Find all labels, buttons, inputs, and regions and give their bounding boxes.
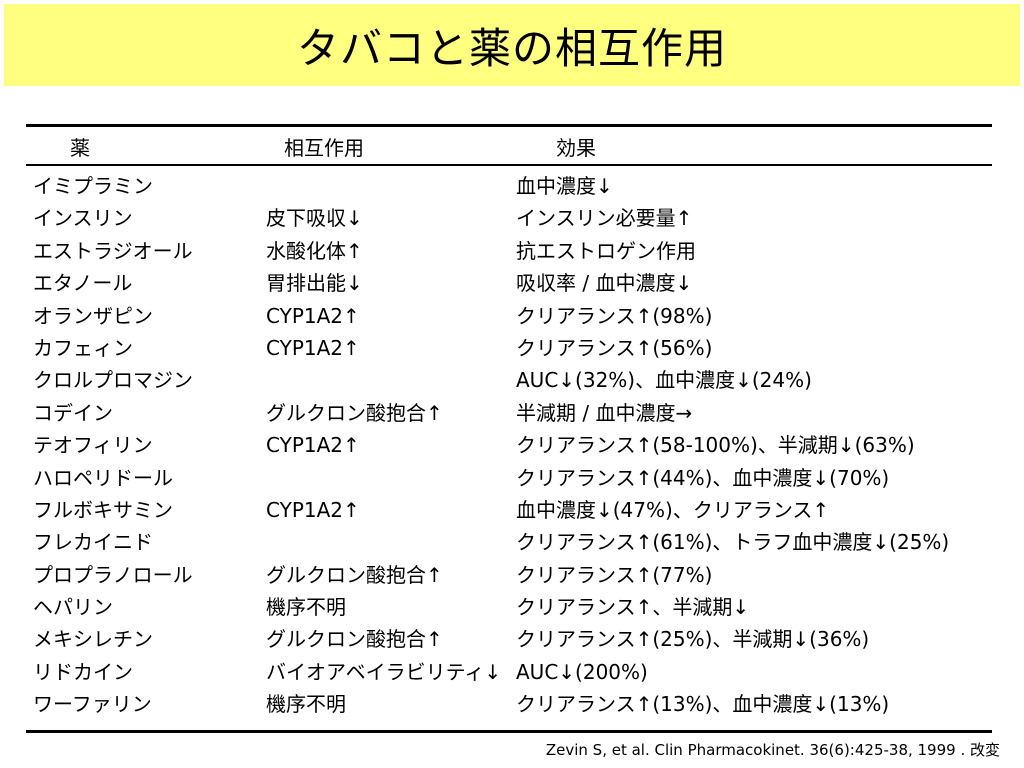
effect-cell: AUC↓(200%)	[516, 659, 648, 684]
effect-cell: クリアランス↑(77%)	[516, 562, 713, 587]
drug-cell: イミプラミン	[33, 174, 153, 198]
interaction-cell: グルクロン酸抱合↑	[266, 627, 443, 652]
effect-cell: クリアランス↑(44%)、血中濃度↓(70%)	[516, 465, 890, 490]
table-row: ハロペリドール クリアランス↑(44%)、血中濃度↓(70%)	[0, 462, 1024, 494]
table-row: プロプラノロール グルクロン酸抱合↑ クリアランス↑(77%)	[0, 559, 1024, 591]
effect-cell: 抗エストロゲン作用	[516, 238, 696, 263]
drug-cell: エストラジオール	[33, 238, 193, 263]
drug-cell: インスリン	[33, 206, 133, 231]
table-row: テオフィリン CYP1A2↑ クリアランス↑(58-100%)、半減期↓(63%…	[0, 429, 1024, 461]
table-row: オランザピン CYP1A2↑ クリアランス↑(98%)	[0, 300, 1024, 332]
interaction-cell: CYP1A2↑	[266, 433, 360, 458]
effect-cell: 血中濃度↓	[516, 174, 613, 198]
title-banner: タバコと薬の相互作用	[4, 4, 1020, 86]
effect-cell: 吸収率 / 血中濃度↓	[516, 271, 693, 296]
effect-cell: インスリン必要量↑	[516, 206, 693, 231]
interaction-cell: CYP1A2↑	[266, 303, 360, 328]
table-row: クロルプロマジン AUC↓(32%)、血中濃度↓(24%)	[0, 364, 1024, 396]
drug-cell: ハロペリドール	[33, 465, 173, 490]
table-row: ワーファリン 機序不明 クリアランス↑(13%)、血中濃度↓(13%)	[0, 688, 1024, 720]
drug-cell: オランザピン	[33, 303, 153, 328]
table-row: フルボキサミン CYP1A2↑ 血中濃度↓(47%)、クリアランス↑	[0, 494, 1024, 526]
interaction-cell: 機序不明	[266, 692, 346, 717]
effect-cell: AUC↓(32%)、血中濃度↓(24%)	[516, 368, 812, 393]
interaction-cell: グルクロン酸抱合↑	[266, 400, 443, 425]
interaction-cell: バイオアベイラビリティ↓	[266, 659, 502, 684]
table-row: リドカイン バイオアベイラビリティ↓ AUC↓(200%)	[0, 656, 1024, 688]
drug-cell: テオフィリン	[33, 433, 153, 458]
table-row: インスリン 皮下吸収↓ インスリン必要量↑	[0, 202, 1024, 234]
drug-cell: ヘパリン	[33, 595, 113, 620]
interaction-table-body: イミプラミン 血中濃度↓ インスリン 皮下吸収↓ インスリン必要量↑ エストラジ…	[0, 170, 1024, 721]
table-row: メキシレチン グルクロン酸抱合↑ クリアランス↑(25%)、半減期↓(36%)	[0, 623, 1024, 655]
drug-cell: フルボキサミン	[33, 497, 173, 522]
interaction-cell: 機序不明	[266, 595, 346, 620]
header-effect: 効果	[556, 136, 596, 160]
table-top-rule	[26, 124, 992, 127]
table-row: ヘパリン 機序不明 クリアランス↑、半減期↓	[0, 591, 1024, 623]
interaction-cell: 水酸化体↑	[266, 238, 363, 263]
effect-cell: クリアランス↑(13%)、血中濃度↓(13%)	[516, 692, 890, 717]
source-citation: Zevin S, et al. Clin Pharmacokinet. 36(6…	[545, 741, 1000, 759]
table-row: イミプラミン 血中濃度↓	[0, 170, 1024, 202]
table-row: フレカイニド クリアランス↑(61%)、トラフ血中濃度↓(25%)	[0, 526, 1024, 558]
interaction-cell: 皮下吸収↓	[266, 206, 363, 231]
drug-cell: エタノール	[33, 271, 133, 296]
interaction-cell: CYP1A2↑	[266, 497, 360, 522]
table-bottom-rule	[26, 730, 992, 733]
drug-cell: フレカイニド	[33, 530, 153, 555]
effect-cell: 血中濃度↓(47%)、クリアランス↑	[516, 497, 830, 522]
drug-cell: カフェィン	[33, 335, 133, 360]
drug-cell: コデイン	[33, 400, 113, 425]
table-row: カフェィン CYP1A2↑ クリアランス↑(56%)	[0, 332, 1024, 364]
interaction-cell: CYP1A2↑	[266, 335, 360, 360]
drug-cell: ワーファリン	[33, 692, 152, 717]
table-row: エストラジオール 水酸化体↑ 抗エストロゲン作用	[0, 235, 1024, 267]
table-header-rule	[26, 164, 992, 166]
table-row: コデイン グルクロン酸抱合↑ 半減期 / 血中濃度→	[0, 397, 1024, 429]
table-row: エタノール 胃排出能↓ 吸収率 / 血中濃度↓	[0, 267, 1024, 299]
drug-cell: リドカイン	[33, 659, 133, 684]
interaction-cell: グルクロン酸抱合↑	[266, 562, 443, 587]
slide-title: タバコと薬の相互作用	[296, 23, 727, 73]
effect-cell: クリアランス↑(98%)	[516, 303, 713, 328]
drug-cell: クロルプロマジン	[33, 368, 193, 393]
header-drug: 薬	[70, 136, 90, 160]
effect-cell: クリアランス↑(25%)、半減期↓(36%)	[516, 627, 870, 652]
effect-cell: クリアランス↑、半減期↓	[516, 595, 750, 620]
effect-cell: 半減期 / 血中濃度→	[516, 400, 693, 425]
header-interaction: 相互作用	[284, 136, 364, 160]
effect-cell: クリアランス↑(58-100%)、半減期↓(63%)	[516, 433, 915, 458]
effect-cell: クリアランス↑(56%)	[516, 335, 713, 360]
effect-cell: クリアランス↑(61%)、トラフ血中濃度↓(25%)	[516, 530, 950, 555]
interaction-cell: 胃排出能↓	[266, 271, 363, 296]
drug-cell: メキシレチン	[33, 627, 153, 652]
drug-cell: プロプラノロール	[33, 562, 193, 587]
